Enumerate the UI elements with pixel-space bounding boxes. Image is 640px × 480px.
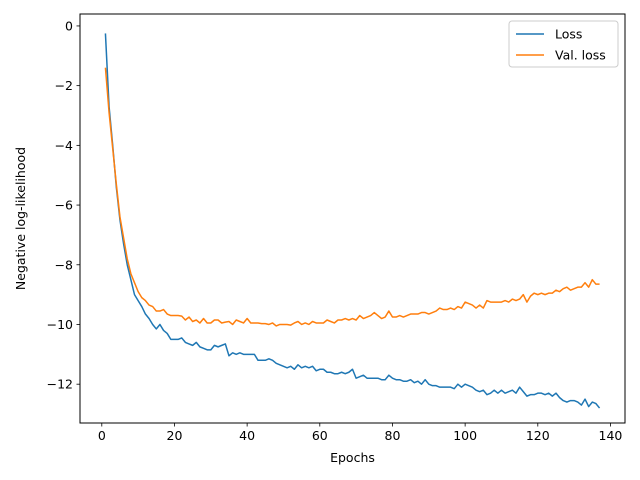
y-tick-label: −8	[55, 257, 73, 272]
x-tick-label: 80	[385, 428, 401, 443]
series-line-loss	[104, 33, 601, 409]
x-tick-label: 40	[239, 428, 255, 443]
x-tick-label: 0	[98, 428, 106, 443]
x-axis-label: Epochs	[330, 450, 375, 465]
legend-label-val-loss: Val. loss	[555, 48, 606, 63]
legend-label-loss: Loss	[555, 27, 582, 42]
x-tick-label: 140	[599, 428, 623, 443]
x-tick-label: 120	[526, 428, 550, 443]
y-axis-label: Negative log-likelihood	[13, 147, 28, 290]
plot-frame	[79, 13, 626, 424]
x-tick-label: 60	[312, 428, 328, 443]
x-tick-label: 100	[453, 428, 477, 443]
legend: Loss Val. loss	[508, 20, 619, 68]
y-tick-label: −2	[55, 78, 73, 93]
y-tick-label: 0	[65, 18, 73, 33]
y-tick-label: −10	[47, 317, 73, 332]
y-tick-label: −4	[55, 138, 73, 153]
series-layer	[104, 33, 601, 409]
axis-ticks: 0 20 40 60 80 100 120 140 0 −2 −4 −6 −8 −10 −12	[47, 18, 623, 443]
x-tick-label: 20	[167, 428, 183, 443]
y-tick-label: −12	[47, 377, 73, 392]
series-line-val-loss	[104, 67, 600, 327]
y-tick-label: −6	[55, 198, 73, 213]
